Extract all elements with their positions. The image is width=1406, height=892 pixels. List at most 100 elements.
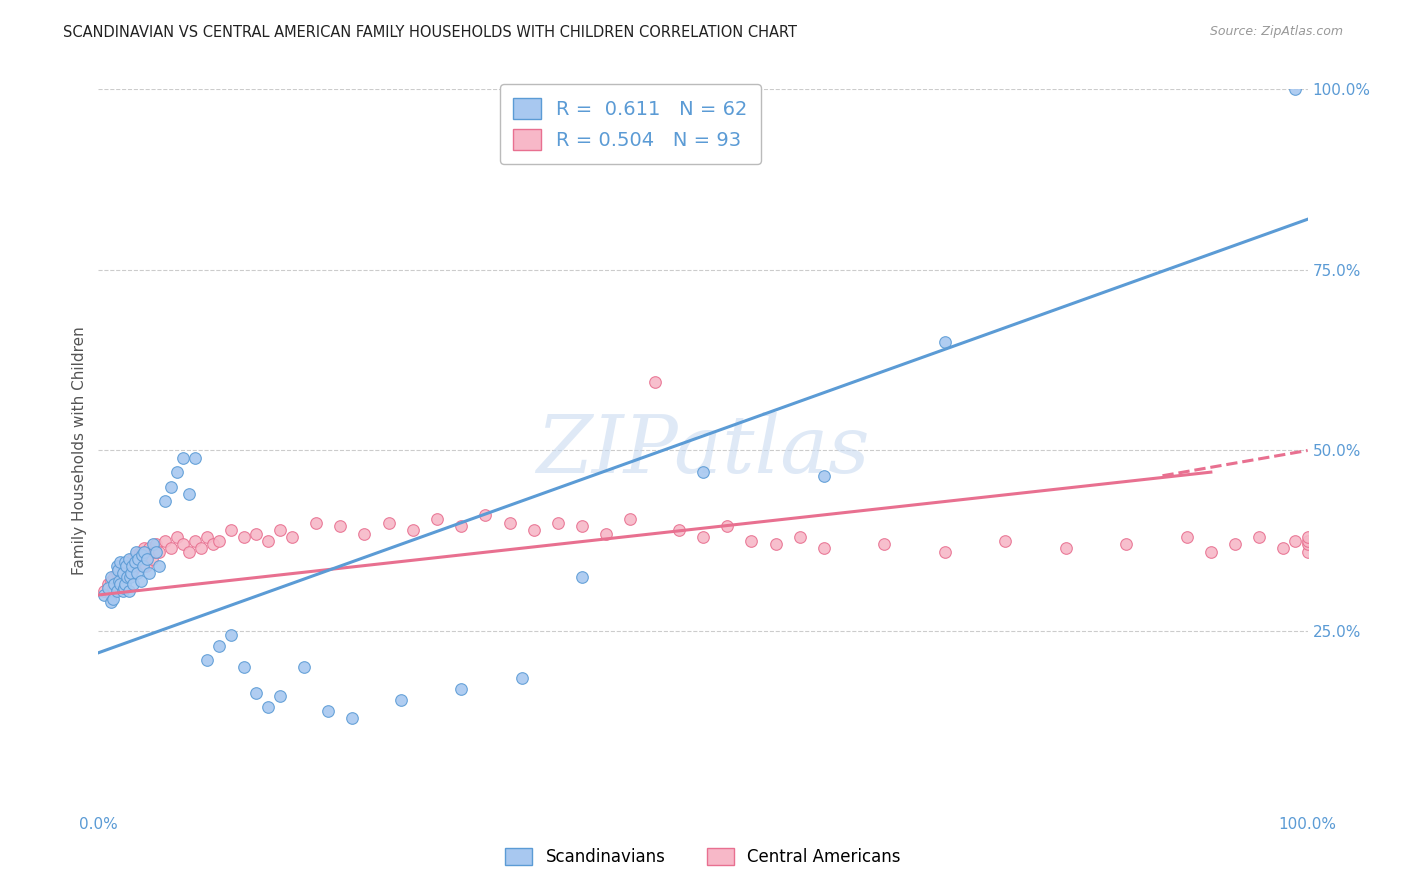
Point — [474, 508, 496, 523]
Point — [256, 700, 278, 714]
Point — [1284, 82, 1306, 96]
Point — [208, 533, 231, 548]
Point — [316, 704, 339, 718]
Point — [994, 533, 1017, 548]
Point — [107, 563, 129, 577]
Point — [510, 671, 533, 685]
Point — [111, 584, 134, 599]
Point — [120, 566, 142, 581]
Point — [114, 563, 136, 577]
Point — [104, 577, 127, 591]
Point — [571, 570, 593, 584]
Point — [221, 628, 243, 642]
Point — [245, 526, 267, 541]
Point — [128, 544, 150, 558]
Point — [118, 570, 141, 584]
Point — [141, 551, 163, 566]
Point — [132, 559, 155, 574]
Point — [1175, 530, 1198, 544]
Point — [1296, 533, 1319, 548]
Point — [523, 523, 546, 537]
Point — [668, 523, 690, 537]
Point — [269, 523, 291, 537]
Point — [184, 533, 207, 548]
Point — [172, 537, 194, 551]
Point — [111, 577, 134, 591]
Point — [110, 570, 132, 584]
Point — [122, 577, 145, 591]
Point — [342, 711, 364, 725]
Point — [692, 465, 714, 479]
Point — [103, 577, 125, 591]
Text: ZIPatlas: ZIPatlas — [536, 412, 870, 489]
Point — [101, 591, 124, 606]
Point — [256, 533, 278, 548]
Point — [1296, 537, 1319, 551]
Point — [498, 516, 520, 530]
Point — [105, 584, 128, 599]
Point — [125, 544, 148, 558]
Point — [97, 577, 120, 591]
Legend: Scandinavians, Central Americans: Scandinavians, Central Americans — [499, 841, 907, 873]
Point — [124, 556, 146, 570]
Point — [813, 468, 835, 483]
Point — [111, 566, 134, 581]
Y-axis label: Family Households with Children: Family Households with Children — [72, 326, 87, 574]
Point — [127, 551, 149, 566]
Point — [716, 519, 738, 533]
Point — [595, 526, 617, 541]
Point — [353, 526, 375, 541]
Point — [111, 566, 134, 581]
Point — [1223, 537, 1246, 551]
Point — [389, 692, 412, 706]
Point — [138, 541, 160, 555]
Point — [114, 577, 136, 591]
Point — [121, 559, 143, 574]
Point — [108, 574, 131, 588]
Point — [112, 574, 135, 588]
Point — [153, 533, 176, 548]
Point — [166, 465, 188, 479]
Point — [127, 559, 149, 574]
Point — [108, 577, 131, 591]
Point — [172, 450, 194, 465]
Point — [305, 516, 328, 530]
Point — [135, 551, 157, 566]
Point — [1199, 544, 1222, 558]
Point — [132, 551, 155, 566]
Point — [100, 595, 122, 609]
Point — [105, 559, 128, 574]
Point — [117, 566, 139, 581]
Point — [107, 574, 129, 588]
Point — [122, 563, 145, 577]
Point — [93, 588, 115, 602]
Point — [190, 541, 212, 555]
Point — [232, 660, 254, 674]
Point — [148, 544, 170, 558]
Point — [292, 660, 315, 674]
Point — [184, 450, 207, 465]
Point — [114, 570, 136, 584]
Point — [160, 480, 183, 494]
Point — [179, 487, 201, 501]
Point — [145, 537, 167, 551]
Point — [195, 653, 218, 667]
Point — [108, 581, 131, 595]
Point — [118, 563, 141, 577]
Point — [97, 581, 120, 595]
Point — [221, 523, 243, 537]
Legend: R =  0.611   N = 62, R = 0.504   N = 93: R = 0.611 N = 62, R = 0.504 N = 93 — [499, 85, 761, 164]
Point — [121, 551, 143, 566]
Point — [934, 334, 956, 349]
Point — [108, 563, 131, 577]
Point — [1115, 537, 1137, 551]
Point — [115, 559, 138, 574]
Text: SCANDINAVIAN VS CENTRAL AMERICAN FAMILY HOUSEHOLDS WITH CHILDREN CORRELATION CHA: SCANDINAVIAN VS CENTRAL AMERICAN FAMILY … — [63, 25, 797, 40]
Point — [100, 574, 122, 588]
Point — [202, 537, 225, 551]
Point — [131, 544, 153, 558]
Point — [118, 584, 141, 599]
Point — [450, 681, 472, 696]
Point — [129, 574, 152, 588]
Point — [145, 544, 167, 558]
